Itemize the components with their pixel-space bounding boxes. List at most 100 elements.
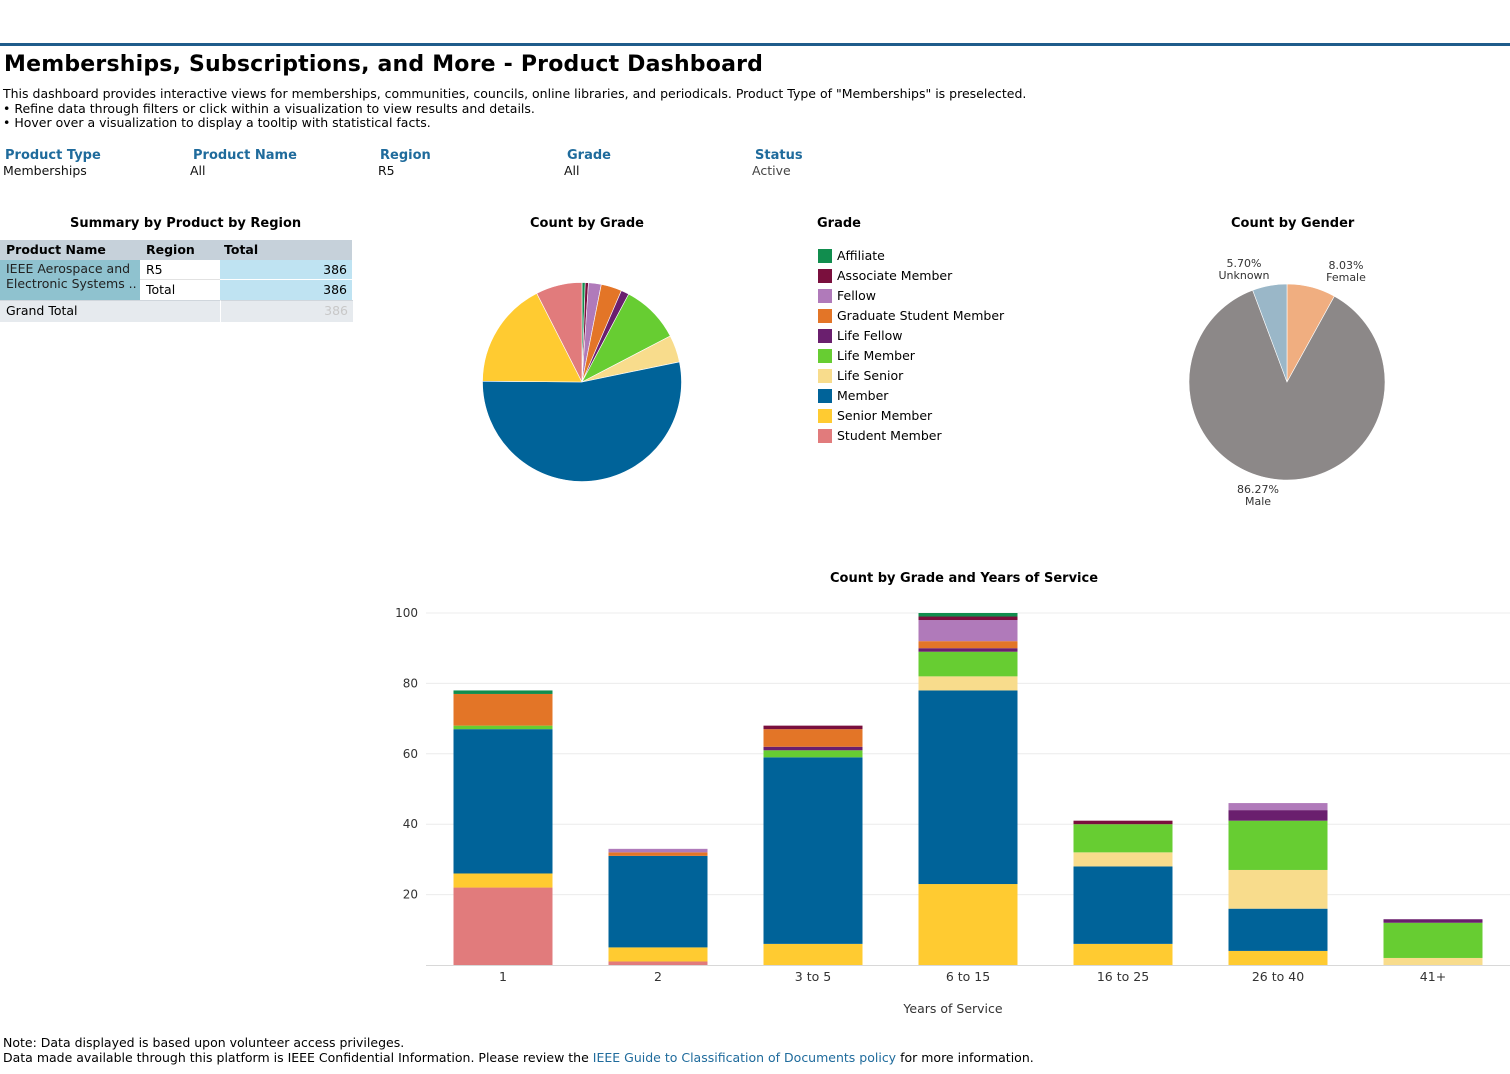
- bar-segment-senior-member[interactable]: [763, 943, 863, 965]
- bar-segment-member[interactable]: [1073, 866, 1173, 944]
- subtotal-cell[interactable]: 386: [220, 280, 352, 300]
- bar-segment-life-fellow[interactable]: [918, 648, 1018, 652]
- page-title: Memberships, Subscriptions, and More - P…: [4, 52, 764, 77]
- subtotal-label-cell: Total: [140, 280, 220, 300]
- header-rule: [0, 43, 1510, 46]
- bar-segment-fellow[interactable]: [608, 848, 708, 853]
- footer-text-post: for more information.: [900, 1050, 1034, 1065]
- bar-segment-associate-member[interactable]: [763, 725, 863, 730]
- stacked-bar-chart[interactable]: 20 40 60 80 100 1 2 3 to 5 6 to 15 16 to 25 26 to …: [380, 595, 1510, 1025]
- product-name-line2: Electronic Systems ..: [6, 276, 137, 291]
- product-cell[interactable]: IEEE Aerospace and Electronic Systems ..: [0, 260, 140, 300]
- bar-segment-life-member[interactable]: [1228, 820, 1328, 870]
- grand-total-label-cell: Grand Total: [0, 300, 220, 322]
- bar-segment-affiliate[interactable]: [918, 613, 1018, 617]
- legend-label: Member: [837, 388, 889, 403]
- subtotal-label: Total: [146, 282, 176, 297]
- filter-status-value[interactable]: Active: [752, 163, 791, 178]
- legend-swatch: [818, 349, 832, 363]
- bar-segment-life-member[interactable]: [1073, 824, 1173, 853]
- bar-chart-title: Count by Grade and Years of Service: [830, 571, 1099, 586]
- legend-label: Life Senior: [837, 368, 904, 383]
- bar-segment-life-member[interactable]: [918, 651, 1018, 677]
- summary-title: Summary by Product by Region: [70, 216, 302, 231]
- bar-segment-associate-member[interactable]: [1073, 820, 1173, 825]
- footer-note: Note: Data displayed is based upon volun…: [3, 1035, 405, 1050]
- bar-segment-life-member[interactable]: [763, 750, 863, 758]
- bar-segment-fellow[interactable]: [918, 620, 1018, 642]
- footer-text-pre: Data made available through this platfor…: [3, 1050, 589, 1065]
- gender-label-female: Female: [1326, 271, 1366, 284]
- gender-label-unknown-pct: 5.70%: [1227, 257, 1262, 270]
- bar-segment-senior-member[interactable]: [918, 884, 1018, 965]
- bar-segment-member[interactable]: [1228, 908, 1328, 951]
- summary-header-row: [0, 240, 352, 260]
- bar-segment-life-fellow[interactable]: [1228, 810, 1328, 821]
- bar-segment-member[interactable]: [608, 855, 708, 948]
- legend-label: Senior Member: [837, 408, 933, 423]
- filter-region-label: Region: [380, 148, 431, 163]
- bar-segment-student-member[interactable]: [608, 961, 708, 965]
- bar-segment-fellow[interactable]: [1228, 803, 1328, 811]
- help-bullet-filters: • Refine data through filters or click w…: [3, 101, 535, 116]
- bar-segment-senior-member[interactable]: [608, 947, 708, 962]
- bar-segment-life-senior[interactable]: [1383, 957, 1483, 965]
- bar-segment-student-member[interactable]: [453, 887, 553, 965]
- region-total-value: 386: [323, 262, 347, 277]
- filter-product-name-value[interactable]: All: [190, 163, 206, 178]
- grand-total-value: 386: [324, 303, 348, 318]
- region-total-cell[interactable]: 386: [220, 260, 352, 280]
- pie-slice-male[interactable]: [1188, 289, 1386, 481]
- bar-segment-graduate-student-member[interactable]: [918, 641, 1018, 649]
- bar-segment-affiliate[interactable]: [453, 690, 553, 694]
- legend-label: Life Fellow: [837, 328, 903, 343]
- bar-segment-life-fellow[interactable]: [1383, 919, 1483, 923]
- legend-swatch: [818, 329, 832, 343]
- bar-segment-member[interactable]: [918, 690, 1018, 885]
- x-tick-label: 41+: [1420, 969, 1446, 984]
- y-tick-label: 60: [403, 747, 418, 761]
- legend-label: Fellow: [837, 288, 877, 303]
- bar-segment-graduate-student-member[interactable]: [763, 729, 863, 747]
- bar-segment-member[interactable]: [763, 757, 863, 944]
- legend-swatch: [818, 429, 832, 443]
- help-bullet-tooltip: • Hover over a visualization to display …: [3, 115, 431, 130]
- legend-label: Life Member: [837, 348, 915, 363]
- bar-segment-senior-member[interactable]: [1073, 943, 1173, 965]
- bar-segment-life-senior[interactable]: [1228, 869, 1328, 909]
- bar-segment-life-senior[interactable]: [918, 676, 1018, 691]
- bar-segment-graduate-student-member[interactable]: [608, 852, 708, 856]
- pie-slice-member[interactable]: [482, 361, 682, 482]
- region-cell[interactable]: R5: [140, 260, 220, 280]
- grand-total-cell[interactable]: 386: [220, 300, 353, 322]
- filter-product-type-value[interactable]: Memberships: [3, 163, 87, 178]
- bar-segment-graduate-student-member[interactable]: [453, 693, 553, 726]
- classification-policy-link[interactable]: IEEE Guide to Classification of Document…: [592, 1050, 897, 1065]
- bar-segment-senior-member[interactable]: [1228, 950, 1328, 965]
- bar-segment-life-fellow[interactable]: [763, 746, 863, 751]
- pie-slice-student-member[interactable]: [536, 282, 583, 383]
- pie-slice-senior-member[interactable]: [482, 292, 583, 383]
- gender-pie-chart[interactable]: 8.03% Female 5.70% Unknown 86.27% Male: [1180, 250, 1396, 520]
- legend-swatch: [818, 269, 832, 283]
- product-name-line1: IEEE Aerospace and: [6, 261, 131, 276]
- legend-label: Student Member: [837, 428, 942, 443]
- bar-segment-life-member[interactable]: [453, 725, 553, 730]
- grade-pie-chart[interactable]: [470, 272, 694, 496]
- legend-label: Associate Member: [837, 268, 953, 283]
- bar-segment-senior-member[interactable]: [453, 873, 553, 888]
- bar-segment-associate-member[interactable]: [918, 616, 1018, 621]
- filter-region-value[interactable]: R5: [378, 163, 395, 178]
- pie-slice-unknown[interactable]: [1252, 283, 1288, 383]
- x-tick-label: 16 to 25: [1097, 969, 1149, 984]
- bar-segment-life-senior[interactable]: [1073, 852, 1173, 867]
- x-tick-label: 6 to 15: [946, 969, 990, 984]
- bar-segment-life-member[interactable]: [1383, 922, 1483, 958]
- x-tick-label: 3 to 5: [795, 969, 831, 984]
- region-value: R5: [146, 262, 163, 277]
- bar-segment-member[interactable]: [453, 729, 553, 874]
- legend-swatch: [818, 389, 832, 403]
- filter-grade-value[interactable]: All: [564, 163, 580, 178]
- legend-title: Grade: [817, 216, 861, 231]
- summary-table: Product Name Region Total IEEE Aerospace…: [0, 240, 353, 322]
